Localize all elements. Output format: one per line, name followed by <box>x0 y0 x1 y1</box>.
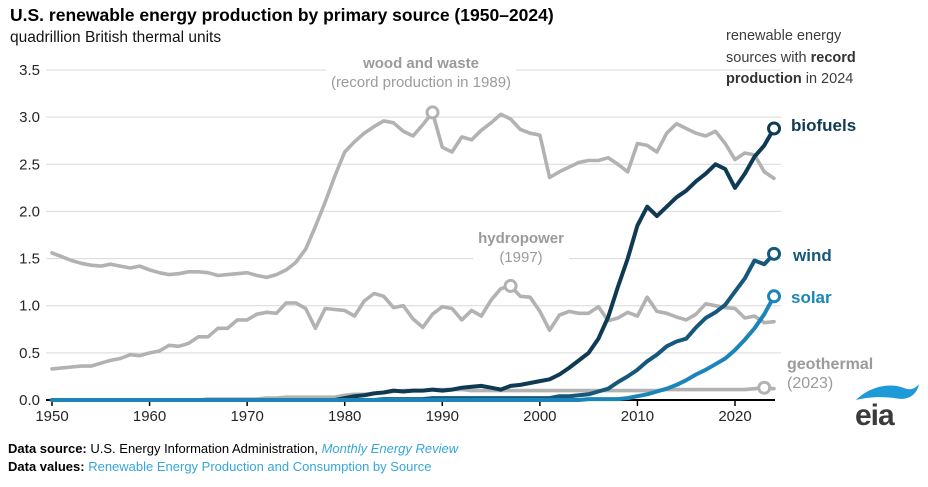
monthly-energy-review-link[interactable]: Monthly Energy Review <box>321 441 459 456</box>
data-source-line: Data source: U.S. Energy Information Adm… <box>8 440 458 458</box>
series-line-wind <box>50 251 776 402</box>
annotation-line1: renewable energy <box>726 28 842 44</box>
data-values-label: Data values: <box>8 459 89 474</box>
data-values-link[interactable]: Renewable Energy Production and Consumpt… <box>88 459 432 474</box>
x-tick-label: 1950 <box>35 408 68 425</box>
solar-series-label: solar <box>791 288 832 307</box>
annotation-line2: sources with record <box>726 49 856 66</box>
x-tick-label: 1960 <box>133 408 166 425</box>
y-tick-label: 3.5 <box>19 62 40 79</box>
record-marker-hydropower <box>503 278 518 293</box>
record-marker-solar <box>767 289 782 304</box>
record-2024-annotation: renewable energy sources with record produ… <box>726 26 916 91</box>
y-tick-label: 2.0 <box>19 203 40 220</box>
x-tick-label: 1970 <box>230 408 263 425</box>
record-marker-wind <box>767 246 782 261</box>
footer: Data source: U.S. Energy Information Adm… <box>8 440 458 476</box>
y-tick-label: 2.5 <box>19 156 40 173</box>
x-tick-label: 2000 <box>523 408 556 425</box>
hydro-record-year-label: (1997) <box>499 249 543 266</box>
wood-and-waste-label: wood and waste <box>363 55 479 72</box>
geothermal-record-year-label: (2023) <box>787 375 834 392</box>
chart-units-subtitle: quadrillion British thermal units <box>10 29 222 46</box>
series-line-hydropower <box>50 284 776 371</box>
page-title: U.S. renewable energy production by prim… <box>10 5 554 25</box>
wind-series-label: wind <box>793 246 832 265</box>
series-line-biofuels <box>50 126 776 402</box>
geothermal-series-label: geothermal (2023) <box>787 355 873 393</box>
x-tick-label: 2020 <box>718 408 751 425</box>
data-source-label: Data source: <box>8 441 91 456</box>
geothermal-label: geothermal <box>787 356 874 373</box>
hydropower-label: hydropower <box>478 230 564 247</box>
hydropower-annotation: hydropower (1997) <box>473 228 569 268</box>
x-tick-label: 2010 <box>621 408 654 425</box>
eia-logo-text: eia <box>855 399 895 431</box>
x-tick-label: 1990 <box>426 408 459 425</box>
series-line-solar <box>50 294 776 402</box>
series-line-wood-and-waste <box>50 110 776 280</box>
record-marker-wood-and-waste <box>425 105 440 120</box>
y-tick-label: 3.0 <box>19 109 40 126</box>
biofuels-series-label: biofuels <box>791 116 857 135</box>
y-tick-label: 1.5 <box>19 251 40 268</box>
eia-logo: eia <box>855 384 919 431</box>
wood-and-waste-annotation: wood and waste (record production in 198… <box>325 53 517 93</box>
x-tick-label: 1980 <box>328 408 361 425</box>
eia-logo-swoosh <box>856 384 919 400</box>
data-source-text: U.S. Energy Information Administration, <box>90 441 322 456</box>
record-marker-geothermal <box>757 380 772 395</box>
y-tick-label: 0.5 <box>19 345 40 362</box>
data-values-line: Data values: Renewable Energy Production… <box>8 458 458 476</box>
wood-record-year-label: (record production in 1989) <box>330 74 512 91</box>
record-marker-biofuels <box>767 121 782 136</box>
y-tick-label: 0.0 <box>19 392 40 409</box>
annotation-line3: production in 2024 <box>726 71 854 87</box>
y-tick-label: 1.0 <box>19 298 40 315</box>
